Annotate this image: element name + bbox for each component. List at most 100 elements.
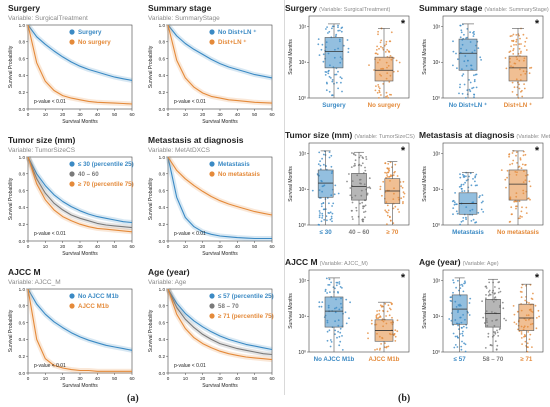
legend-label: No metastasis — [218, 171, 261, 178]
swarm-point — [327, 70, 330, 73]
swarm-point — [509, 50, 512, 53]
swarm-point — [477, 211, 480, 214]
box-chart-subtitle: (Variable: SummaryStage) — [484, 7, 549, 13]
swarm-point — [381, 47, 384, 49]
swarm-point — [375, 85, 377, 87]
swarm-point — [354, 159, 357, 162]
legend-label: 40 – 60 — [78, 171, 99, 178]
swarm-point — [496, 329, 498, 332]
swarm-point — [479, 56, 482, 59]
swarm-point — [391, 302, 393, 305]
swarm-point — [377, 33, 379, 36]
swarm-point — [519, 37, 521, 40]
swarm-point — [518, 200, 521, 203]
swarm-point — [351, 218, 354, 220]
swarm-point — [379, 347, 381, 350]
swarm-point — [337, 26, 339, 29]
swarm-point — [463, 282, 465, 285]
swarm-point — [326, 339, 329, 342]
box-chart: Summary stage (Variable: SummaryStage) 10⁰… — [419, 3, 549, 109]
legend-marker — [69, 303, 75, 309]
swarm-point — [403, 192, 406, 195]
km-x-tick-label: 50 — [252, 244, 258, 249]
swarm-point — [513, 313, 516, 316]
km-y-tick-label: 0.4 — [19, 73, 26, 78]
swarm-point — [361, 220, 364, 223]
significance-star: * — [535, 18, 540, 30]
swarm-point — [373, 69, 375, 71]
swarm-point — [325, 71, 328, 73]
legend-marker — [209, 39, 215, 45]
swarm-point — [387, 96, 389, 99]
swarm-point — [318, 214, 321, 217]
swarm-point — [465, 179, 468, 182]
swarm-point — [327, 72, 330, 75]
km-chart-subtitle: Variable: AJCC_M — [8, 279, 61, 286]
swarm-point — [517, 328, 519, 331]
swarm-point — [474, 180, 476, 183]
swarm-point — [512, 305, 515, 307]
box-chart: Tumor size (mm) (Variable: TumorSizeCS) 10… — [285, 130, 415, 236]
swarm-point — [331, 79, 334, 81]
swarm-point — [456, 203, 458, 206]
swarm-point — [448, 318, 451, 320]
swarm-point — [386, 174, 388, 176]
swarm-point — [474, 184, 477, 187]
km-x-tick-label: 10 — [183, 244, 189, 249]
swarm-point — [335, 284, 338, 287]
km-chart-subtitle: Variable: SurgicalTreatment — [8, 15, 88, 22]
swarm-point — [458, 328, 460, 330]
swarm-point — [511, 81, 514, 84]
swarm-point — [378, 87, 381, 90]
swarm-point — [385, 176, 387, 179]
km-y-tick-label: 0.8 — [19, 172, 26, 177]
km-y-axis-label: Survival Probability — [8, 177, 14, 220]
box-chart-title: Age (year) (Variable: Age) — [419, 257, 499, 267]
swarm-point — [530, 66, 533, 69]
box-chart-subtitle: (Variable: AJCC_M) — [320, 261, 368, 267]
swarm-point — [473, 80, 476, 83]
box-group-label: Metastasis — [452, 229, 484, 236]
box-y-tick-label: 10¹ — [433, 60, 441, 66]
swarm-point — [378, 91, 381, 94]
swarm-point — [337, 87, 339, 90]
swarm-point — [528, 338, 531, 341]
swarm-point — [385, 95, 387, 98]
swarm-point — [318, 224, 321, 226]
km-y-tick-label: 0.8 — [19, 304, 26, 309]
swarm-point — [462, 173, 464, 176]
swarm-point — [463, 342, 465, 345]
swarm-point — [377, 30, 379, 33]
swarm-point — [330, 281, 332, 284]
swarm-point — [515, 38, 518, 41]
p-value-annotation: p-value < 0.01 — [34, 363, 66, 369]
swarm-point — [322, 60, 325, 63]
swarm-point — [460, 183, 463, 186]
swarm-point — [318, 54, 321, 56]
swarm-point — [464, 350, 467, 353]
km-survival-curve — [167, 288, 273, 351]
swarm-point — [331, 220, 333, 223]
swarm-point — [367, 337, 369, 340]
legend-marker — [69, 39, 75, 45]
legend-marker — [69, 181, 75, 187]
swarm-point — [512, 33, 515, 36]
swarm-point — [472, 218, 475, 221]
swarm-point — [387, 209, 390, 212]
swarm-point — [523, 87, 526, 90]
swarm-point — [376, 53, 379, 56]
swarm-point — [379, 188, 382, 191]
swarm-point — [524, 164, 526, 166]
swarm-point — [497, 335, 500, 337]
legend-label: Dist+LN ⁺ — [218, 39, 247, 46]
swarm-point — [529, 67, 531, 69]
swarm-point — [382, 305, 384, 308]
swarm-point — [351, 152, 353, 154]
swarm-point — [468, 314, 471, 316]
km-x-tick-label: 40 — [95, 244, 101, 249]
box-y-axis-label: Survival Months — [422, 166, 428, 202]
km-x-tick-label: 30 — [217, 376, 223, 381]
swarm-point — [380, 94, 382, 96]
box-plot-area — [442, 15, 544, 99]
swarm-point — [388, 40, 391, 43]
